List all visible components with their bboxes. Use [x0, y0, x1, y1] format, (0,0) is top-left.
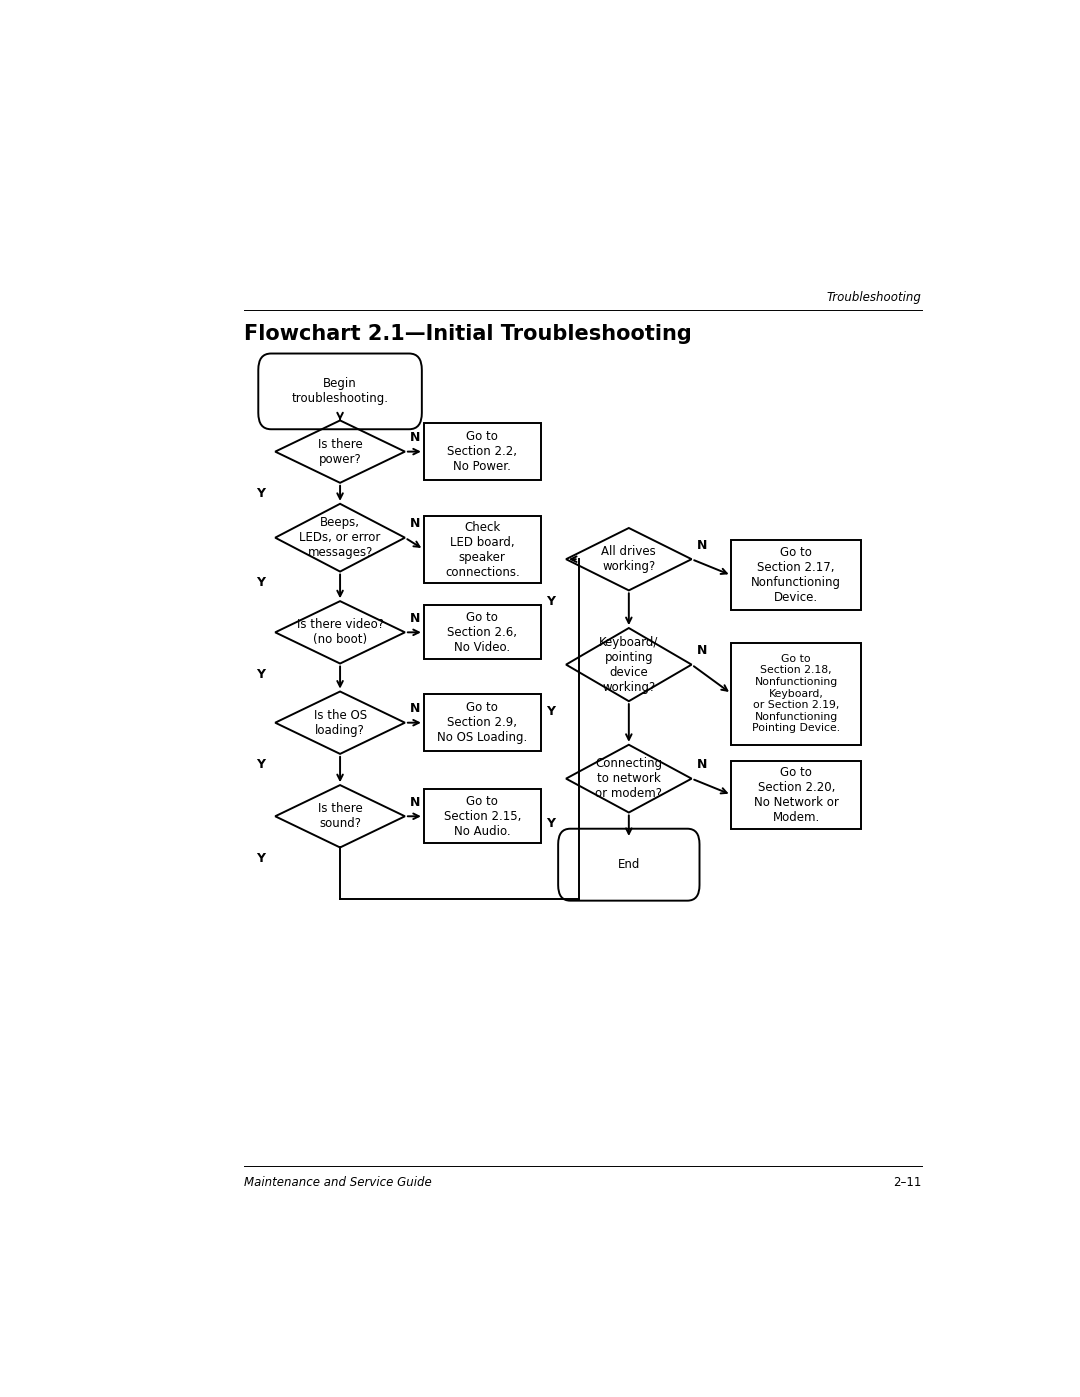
Text: Keyboard/
pointing
device
working?: Keyboard/ pointing device working? [599, 636, 659, 693]
Text: Is there video?
(no boot): Is there video? (no boot) [297, 619, 383, 647]
Text: Go to
Section 2.2,
No Power.: Go to Section 2.2, No Power. [447, 430, 517, 474]
Text: N: N [410, 612, 420, 624]
Text: Go to
Section 2.17,
Nonfunctioning
Device.: Go to Section 2.17, Nonfunctioning Devic… [752, 546, 841, 605]
Text: Y: Y [256, 488, 265, 500]
Text: Flowchart 2.1—Initial Troubleshooting: Flowchart 2.1—Initial Troubleshooting [244, 324, 691, 344]
FancyBboxPatch shape [558, 828, 700, 901]
Text: Y: Y [256, 852, 265, 865]
Text: N: N [697, 539, 707, 552]
Text: Beeps,
LEDs, or error
messages?: Beeps, LEDs, or error messages? [299, 515, 381, 559]
Text: Connecting
to network
or modem?: Connecting to network or modem? [595, 757, 662, 800]
Text: Go to
Section 2.20,
No Network or
Modem.: Go to Section 2.20, No Network or Modem. [754, 766, 839, 824]
Text: Y: Y [256, 668, 265, 680]
Text: Check
LED board,
speaker
connections.: Check LED board, speaker connections. [445, 521, 519, 578]
Text: N: N [697, 644, 707, 657]
Text: N: N [410, 432, 420, 444]
Bar [731, 761, 861, 828]
Bar [423, 423, 541, 481]
Text: N: N [410, 703, 420, 715]
Text: Y: Y [546, 705, 555, 718]
Text: Y: Y [546, 817, 555, 830]
Text: N: N [410, 796, 420, 809]
Text: Y: Y [256, 576, 265, 588]
Bar [423, 605, 541, 659]
Text: Go to
Section 2.9,
No OS Loading.: Go to Section 2.9, No OS Loading. [437, 701, 527, 745]
Bar [423, 515, 541, 584]
Text: Begin
troubleshooting.: Begin troubleshooting. [292, 377, 389, 405]
FancyBboxPatch shape [258, 353, 422, 429]
Bar [731, 643, 861, 745]
Text: Is there
sound?: Is there sound? [318, 802, 363, 830]
Bar [423, 694, 541, 752]
Text: Go to
Section 2.18,
Nonfunctioning
Keyboard,
or Section 2.19,
Nonfunctioning
Poi: Go to Section 2.18, Nonfunctioning Keybo… [752, 654, 840, 733]
Text: Is the OS
loading?: Is the OS loading? [313, 708, 366, 736]
Text: Go to
Section 2.6,
No Video.: Go to Section 2.6, No Video. [447, 610, 517, 654]
Text: Maintenance and Service Guide: Maintenance and Service Guide [244, 1175, 432, 1189]
Text: Troubleshooting: Troubleshooting [827, 291, 922, 305]
Text: Y: Y [256, 759, 265, 771]
Text: Go to
Section 2.15,
No Audio.: Go to Section 2.15, No Audio. [444, 795, 521, 838]
Bar [423, 789, 541, 844]
Text: Is there
power?: Is there power? [318, 437, 363, 465]
Text: 2–11: 2–11 [893, 1175, 922, 1189]
Text: N: N [697, 759, 707, 771]
Text: End: End [618, 858, 640, 872]
Text: All drives
working?: All drives working? [602, 545, 657, 573]
Text: Y: Y [546, 595, 555, 608]
Bar [731, 541, 861, 610]
Text: N: N [410, 517, 420, 531]
